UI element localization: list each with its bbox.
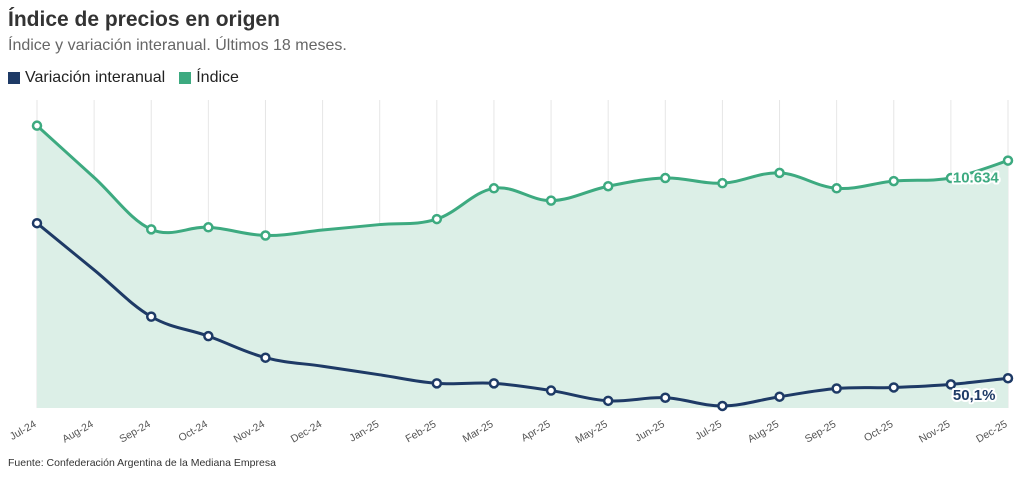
data-point [145, 224, 157, 235]
data-point [831, 383, 842, 394]
data-point [203, 330, 214, 342]
chart-legend: Variación interanual Índice [8, 69, 239, 87]
x-tick-label: Jul-24 [8, 418, 39, 443]
legend-swatch-indice [179, 72, 192, 84]
x-tick-label: Nov-24 [232, 418, 267, 445]
chart-subtitle: Índice y variación interanual. Últimos 1… [8, 37, 347, 54]
data-point [602, 180, 614, 192]
data-point [545, 385, 557, 396]
data-point [888, 175, 900, 187]
legend-label-indice: Índice [196, 69, 239, 86]
x-tick-label: Apr-25 [519, 418, 552, 444]
data-point [431, 378, 443, 389]
data-point [31, 120, 43, 131]
data-point [260, 352, 271, 363]
series-area-0 [37, 125, 1008, 409]
legend-item-indice[interactable]: Índice [179, 69, 239, 87]
end-label-0: 10.634 [953, 170, 1000, 187]
x-tick-label: Jan-25 [347, 418, 381, 445]
x-tick-label: Dec-24 [289, 418, 324, 445]
x-tick-label: Feb-25 [404, 418, 439, 445]
legend-item-variacion[interactable]: Variación interanual [8, 69, 165, 87]
legend-label-variacion: Variación interanual [25, 69, 166, 86]
data-point [1002, 372, 1014, 384]
x-tick-label: Aug-24 [60, 418, 95, 445]
x-tick-label: Dec-25 [974, 418, 1009, 445]
data-point [431, 213, 443, 225]
x-tick-label: Sep-24 [117, 418, 152, 445]
legend-swatch-variacion [8, 72, 20, 84]
data-point [888, 382, 900, 393]
x-tick-label: Jun-25 [633, 418, 667, 445]
data-point [774, 391, 785, 402]
x-tick-label: Mar-25 [461, 418, 496, 445]
x-tick-label: Jul-25 [693, 418, 724, 443]
data-point [260, 230, 271, 241]
x-tick-label: Oct-25 [862, 418, 895, 444]
data-point [488, 378, 500, 389]
data-point [602, 395, 614, 407]
x-tick-label: Oct-24 [177, 418, 210, 444]
x-tick-label: Sep-25 [803, 418, 838, 445]
chart-title: Índice de precios en origen [8, 8, 280, 31]
data-point [945, 379, 957, 390]
data-point [831, 183, 842, 194]
data-point [717, 400, 728, 412]
data-point [660, 392, 671, 403]
end-label-1: 50,1% [953, 387, 996, 404]
data-point [717, 177, 728, 189]
data-point [660, 172, 671, 184]
data-point [31, 217, 43, 229]
x-tick-label: May-25 [573, 418, 609, 446]
data-point [1002, 155, 1014, 166]
data-point [145, 311, 157, 322]
data-point [545, 195, 557, 206]
data-point [203, 222, 214, 233]
data-point [774, 167, 785, 179]
data-point [945, 172, 957, 184]
data-point [488, 183, 500, 194]
x-tick-label: Aug-25 [746, 418, 781, 445]
x-tick-label: Nov-25 [917, 418, 952, 445]
source-note: Fuente: Confederación Argentina de la Me… [8, 457, 276, 469]
